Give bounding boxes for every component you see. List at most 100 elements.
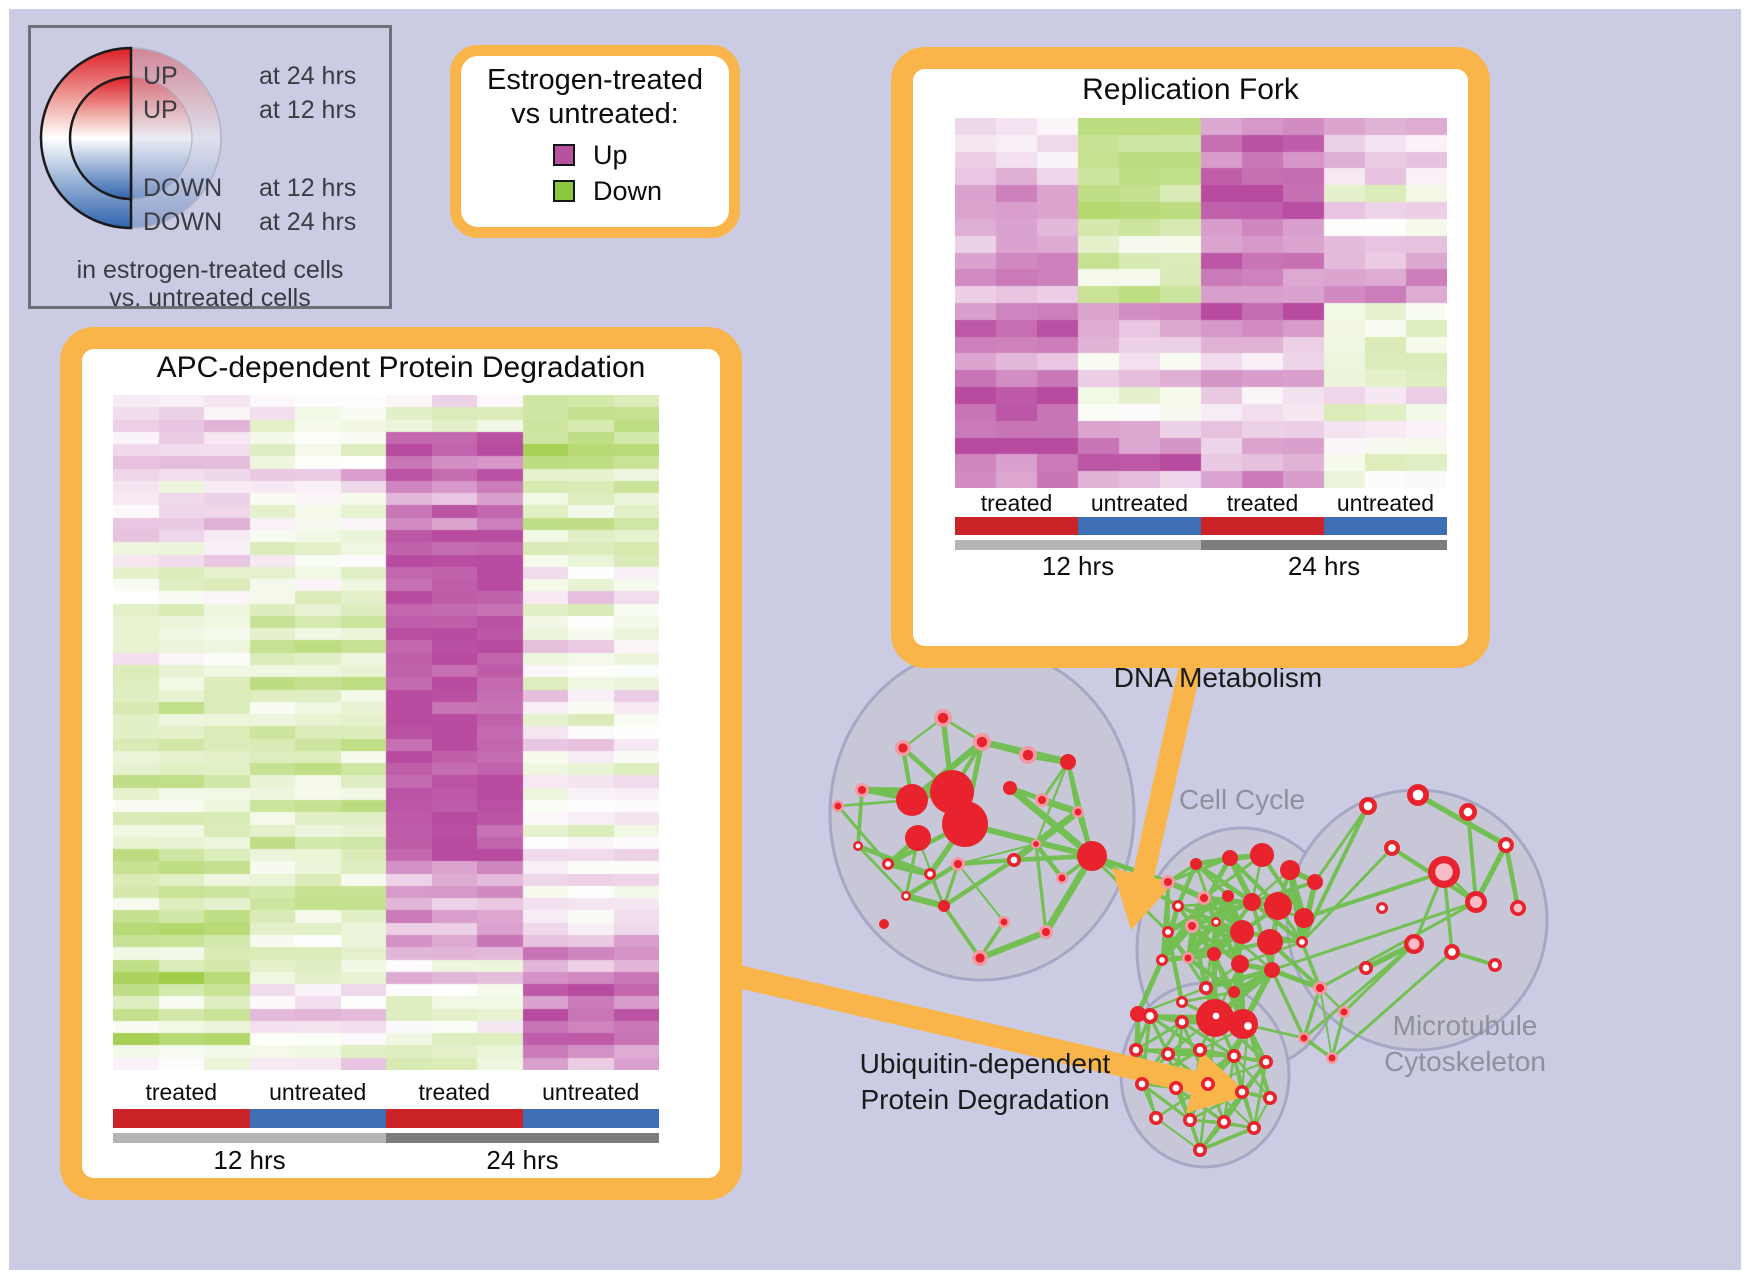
network-node-core [1212,1012,1220,1020]
ring-legend-caption-1: in estrogen-treated cells [76,256,344,284]
down-swatch [553,180,575,202]
apc-group-label-untreated-24: untreated [542,1079,640,1105]
network-edge [1319,987,1333,1059]
apc-treatment-bar [113,1109,659,1128]
replication-fork-heatmap [955,118,1447,488]
network-edge [976,928,1050,962]
network-bridge-edge [1318,900,1478,990]
network-edge [1300,940,1322,990]
network-node-core [1175,903,1181,909]
network-edge [1198,1126,1256,1152]
rf-group-label-treated-12: treated [980,490,1053,516]
cluster-label-ubiquitin-degradation: Ubiquitin-dependent Protein Degradation [859,1048,1111,1115]
apc-time-label-24: 24 hrs [486,1145,559,1175]
rf-time-label-12: 12 hrs [1041,551,1115,581]
network-bridge-edge [1270,968,1322,990]
apc-group-label-untreated-12: untreated [269,1079,367,1105]
network-edge [1185,919,1219,961]
apc-bar-treated-12 [113,1109,250,1128]
network-node-core [1074,808,1082,816]
network-node [1190,858,1202,870]
rf-time-label-24: 24 hrs [1287,551,1361,581]
network-edge [957,843,1037,865]
rf-time-bar-12 [955,540,1201,550]
network-node [1130,1006,1146,1022]
network-node-core [1199,893,1209,903]
network-node-core [1300,1034,1308,1042]
network-node-core [1152,1114,1160,1122]
network-bridge-edge [1302,942,1416,1040]
network-edge [1165,929,1185,1005]
network-node [1280,860,1300,880]
network-edge [1135,957,1165,1017]
network-node-core [1196,1046,1204,1054]
network-edge [1503,842,1521,911]
network-node-core [855,843,861,849]
network-edge [1415,792,1509,848]
network-node-core [1238,1088,1246,1096]
apc-time-bar-24 [386,1133,659,1143]
network-node [1060,754,1076,770]
ring-time-24-down: at 24 hrs [259,208,357,236]
network-node-core [1315,983,1325,993]
network-bridge-edge [1302,870,1446,920]
ring-time-12-up: at 12 hrs [259,96,357,124]
network-node-core [857,785,867,795]
apc-heatmap [113,395,659,1070]
network-edge [1330,1010,1346,1060]
network-node-core [1178,1018,1186,1026]
network-bridge-edge [1330,950,1454,1060]
network-node [1257,929,1283,955]
network-node-core [1204,1080,1212,1088]
network-node-core [1388,844,1396,852]
inner-ring-left-half [68,75,133,201]
network-node [1077,841,1107,871]
network-node [942,801,988,847]
up-swatch-label: Up [593,140,628,170]
network-node [1228,986,1240,998]
network-node-core [1328,1054,1336,1062]
network-node-core [885,861,891,867]
ring-time-12-down: at 12 hrs [259,174,357,202]
network-node-core [1022,749,1034,761]
network-node-core [927,871,933,877]
network-node [938,900,950,912]
network-node-core [1146,1012,1154,1020]
network-node-core [1165,929,1171,935]
rf-bar-untreated-12 [1078,517,1201,535]
apc-group-labels: treated untreated treated untreated [113,1079,659,1106]
network-node-core [953,859,963,869]
network-node-core [1186,1116,1194,1124]
apc-degradation-panel: APC-dependent Protein Degradation treate… [60,327,742,1200]
callout-arrow-1 [1112,656,1203,930]
network-node-core [1187,921,1197,931]
estrogen-legend-title-1: Estrogen-treated [486,64,703,96]
rf-time-labels: 12 hrs 24 hrs [955,551,1447,582]
network-node-core [1159,957,1165,963]
network-edge [1250,880,1317,904]
rf-group-labels: treated untreated treated untreated [955,490,1447,517]
network-node-core [1033,841,1039,847]
network-node-core [1266,1094,1274,1102]
network-edge [1010,808,1082,864]
network-node [1264,892,1292,920]
network-node-core [903,893,909,899]
network-edge [1175,861,1199,909]
network-node-core [1213,919,1219,925]
rf-time-bar-24 [1201,540,1447,550]
network-node-core [1299,939,1305,945]
rf-bar-treated-12 [955,517,1078,535]
network-node [1003,781,1017,795]
network-node [1243,893,1261,911]
network-node-core [1408,938,1420,950]
network-node-core [976,736,988,748]
network-edge [1203,967,1275,991]
network-node-core [1179,999,1185,1005]
network-edge [1165,893,1231,935]
network-node-core [1412,789,1424,801]
network-node-core [1491,961,1499,969]
estrogen-legend-box: Estrogen-treated vs untreated: Up Down [450,45,740,238]
network-bridge-edge [1270,900,1478,972]
network-bridge-edge [1300,846,1394,944]
network-node-core [1435,863,1453,881]
